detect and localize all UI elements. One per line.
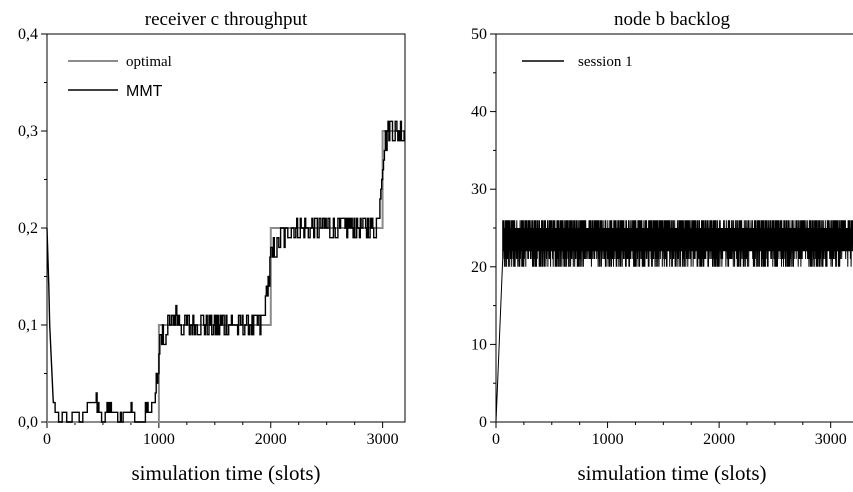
series-mmt-line [46,120,405,423]
legend-label-mmt: MMT [126,83,163,100]
y-tick-label: 50 [471,26,487,43]
axis-ticks: 0 1000 2000 3000 0 10 20 30 40 50 [471,26,847,448]
x-tick-label: 0 [492,431,500,448]
y-tick-label: 0,1 [18,317,38,334]
legend: session 1 [522,54,633,70]
series-group [495,220,853,423]
legend: optimal MMT [68,54,172,100]
chart-receiver-throughput: receiver c throughput 0 1000 2000 3000 0,0 0,… [18,9,406,485]
x-axis-label: simulation time (slots) [578,461,767,485]
y-tick-label: 0,2 [18,220,38,237]
x-tick-label: 3000 [815,431,847,448]
x-tick-label: 2000 [703,431,735,448]
x-tick-label: 0 [43,431,51,448]
y-tick-label: 0 [479,414,487,431]
y-tick-label: 10 [471,336,487,353]
chart-node-backlog: node b backlog 0 1000 2000 300001020304050 … [471,9,853,485]
x-tick-label: 2000 [255,431,287,448]
axis-ticks: 0 1000 2000 3000 0,0 0,1 0,2 0,3 0,4 [18,26,399,448]
y-tick-label: 0,3 [18,123,38,140]
y-tick-label: 20 [471,259,487,276]
x-tick-label: 3000 [367,431,399,448]
chart-title: node b backlog [614,9,731,30]
x-tick-label: 1000 [592,431,624,448]
legend-label-optimal: optimal [126,54,172,70]
y-tick-label: 40 [471,104,487,121]
x-axis-label: simulation time (slots) [132,461,321,485]
series-session-1-line [495,220,853,423]
series-group [46,120,405,423]
y-tick-label: 0,0 [18,414,38,431]
chart-title: receiver c throughput [145,9,308,30]
y-tick-label: 30 [471,181,487,198]
series-optimal-line [47,130,405,423]
x-tick-label: 1000 [143,431,175,448]
legend-label-session-1: session 1 [578,54,633,70]
y-tick-label: 0,4 [18,26,38,43]
